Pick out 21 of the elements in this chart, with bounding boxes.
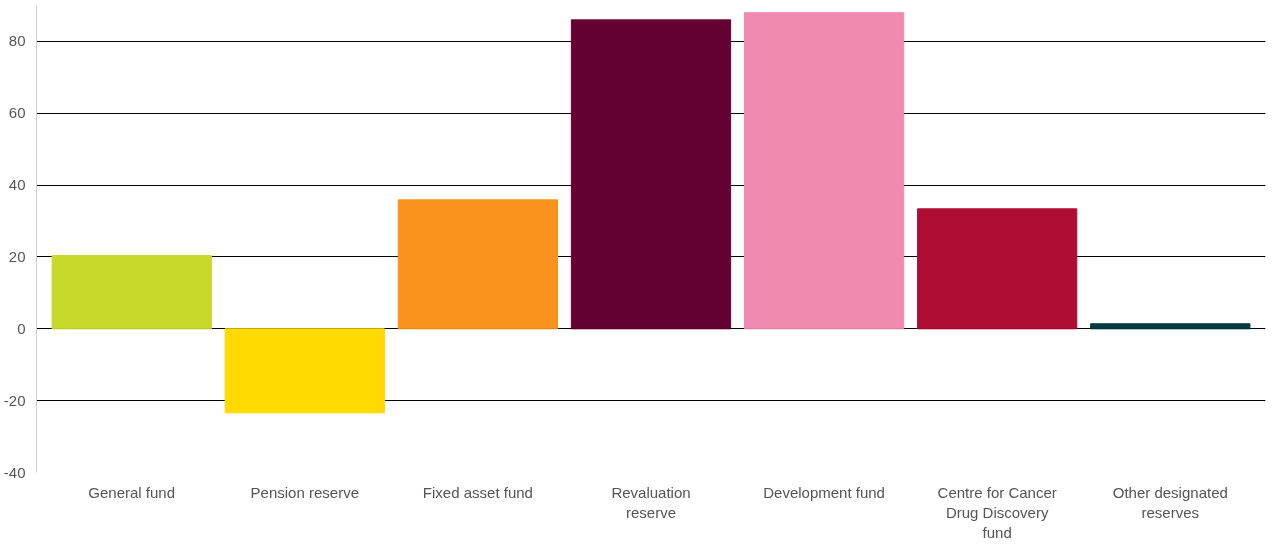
x-tick-label: Fixed asset fund — [422, 483, 533, 501]
bar — [51, 255, 212, 330]
bar — [917, 208, 1078, 330]
bar — [1090, 323, 1251, 330]
y-tick-label: 0 — [17, 319, 26, 337]
bar — [397, 199, 559, 330]
bar — [224, 328, 385, 414]
y-tick-label: 80 — [8, 32, 26, 50]
x-tick-label: Centre for Cancer Drug Discovery fund — [937, 483, 1057, 542]
x-tick-label: Pension reserve — [250, 483, 360, 501]
bar — [743, 12, 905, 330]
y-tick-label: 20 — [8, 247, 26, 265]
x-tick-label: Development fund — [763, 483, 885, 501]
x-tick-label: Revaluation reserve — [611, 483, 691, 521]
y-tick-label: -40 — [3, 463, 26, 481]
x-tick-label: Other designated reserves — [1112, 483, 1228, 521]
x-tick-label: General fund — [88, 483, 176, 501]
y-tick-label: 40 — [8, 176, 26, 194]
bar — [570, 19, 732, 330]
y-tick-label: -20 — [3, 391, 26, 409]
y-tick-label: 60 — [8, 104, 26, 122]
